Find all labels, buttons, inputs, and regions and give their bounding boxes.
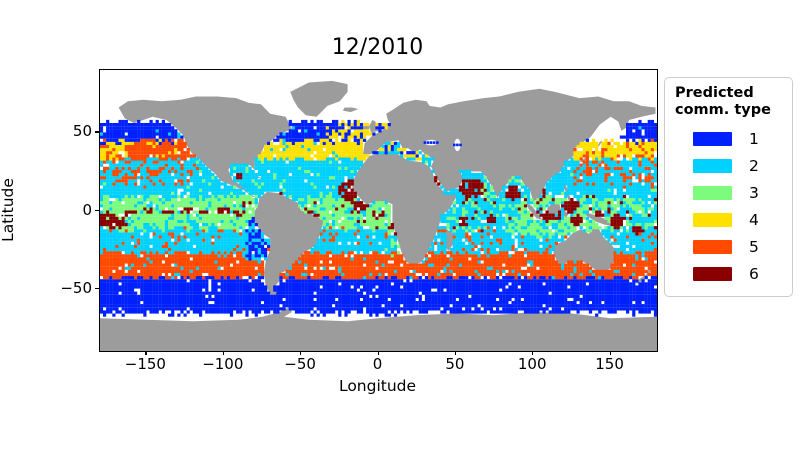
y-tick-label: −50 (60, 278, 92, 297)
x-tick-label: 100 (517, 355, 547, 373)
legend-entry-label: 1 (749, 129, 759, 148)
legend-entry: 4 (675, 206, 784, 233)
x-tick-label: −50 (284, 355, 316, 373)
legend-entry: 2 (675, 152, 784, 179)
legend-color-swatch (693, 185, 732, 200)
legend-color-swatch (693, 266, 732, 281)
x-tick-label: −150 (124, 355, 166, 373)
landmass (363, 88, 656, 202)
y-tick-label: 0 (82, 200, 92, 219)
world-map-scatter (100, 80, 657, 351)
y-tick-label: 50 (72, 122, 92, 141)
legend-box: Predicted comm. type 1 2 3 4 5 6 (664, 77, 793, 297)
y-axis-label: Latitude (0, 178, 17, 242)
landmass (290, 80, 348, 117)
x-tick-mark (145, 351, 147, 355)
landmass (253, 191, 325, 297)
community-scatter-points (100, 119, 657, 317)
y-tick-mark (95, 287, 99, 289)
x-tick-label: 150 (595, 355, 624, 373)
y-tick-mark (95, 131, 99, 133)
legend-color-swatch (693, 158, 732, 173)
x-tick-mark (222, 351, 224, 355)
map-plot-area (99, 69, 658, 352)
landmass (342, 107, 359, 113)
landmass (579, 140, 603, 163)
legend-entries: 1 2 3 4 5 6 (675, 125, 784, 287)
x-tick-mark (454, 351, 457, 355)
x-tick-mark (532, 351, 534, 355)
y-tick-mark (95, 209, 99, 211)
legend-entry-label: 6 (749, 264, 759, 283)
plot-title: 12/2010 (331, 35, 424, 60)
landmass (118, 96, 292, 198)
x-tick-label: 0 (372, 355, 383, 373)
legend-entry: 3 (675, 179, 784, 206)
legend-title: Predicted comm. type (675, 85, 771, 118)
legend-entry-label: 4 (749, 210, 759, 229)
landmass (352, 152, 458, 266)
legend-entry: 1 (675, 125, 784, 152)
landmass (547, 202, 562, 216)
x-tick-mark (609, 351, 611, 355)
landmass (525, 202, 543, 220)
landmass (581, 212, 613, 227)
legend-entry: 5 (675, 233, 784, 260)
legend-entry: 6 (675, 260, 784, 287)
landmass (100, 307, 657, 351)
x-tick-label: 50 (445, 355, 465, 373)
legend-color-swatch (693, 131, 732, 146)
legend-entry-label: 5 (749, 237, 759, 256)
legend-color-swatch (693, 239, 732, 254)
x-tick-mark (300, 351, 302, 355)
x-tick-label: −100 (202, 355, 244, 373)
x-tick-mark (377, 351, 379, 355)
landmass (445, 229, 455, 252)
legend-entry-label: 2 (749, 156, 759, 175)
legend-color-swatch (693, 212, 732, 227)
x-axis-label: Longitude (338, 377, 417, 395)
legend-entry-label: 3 (749, 183, 759, 202)
